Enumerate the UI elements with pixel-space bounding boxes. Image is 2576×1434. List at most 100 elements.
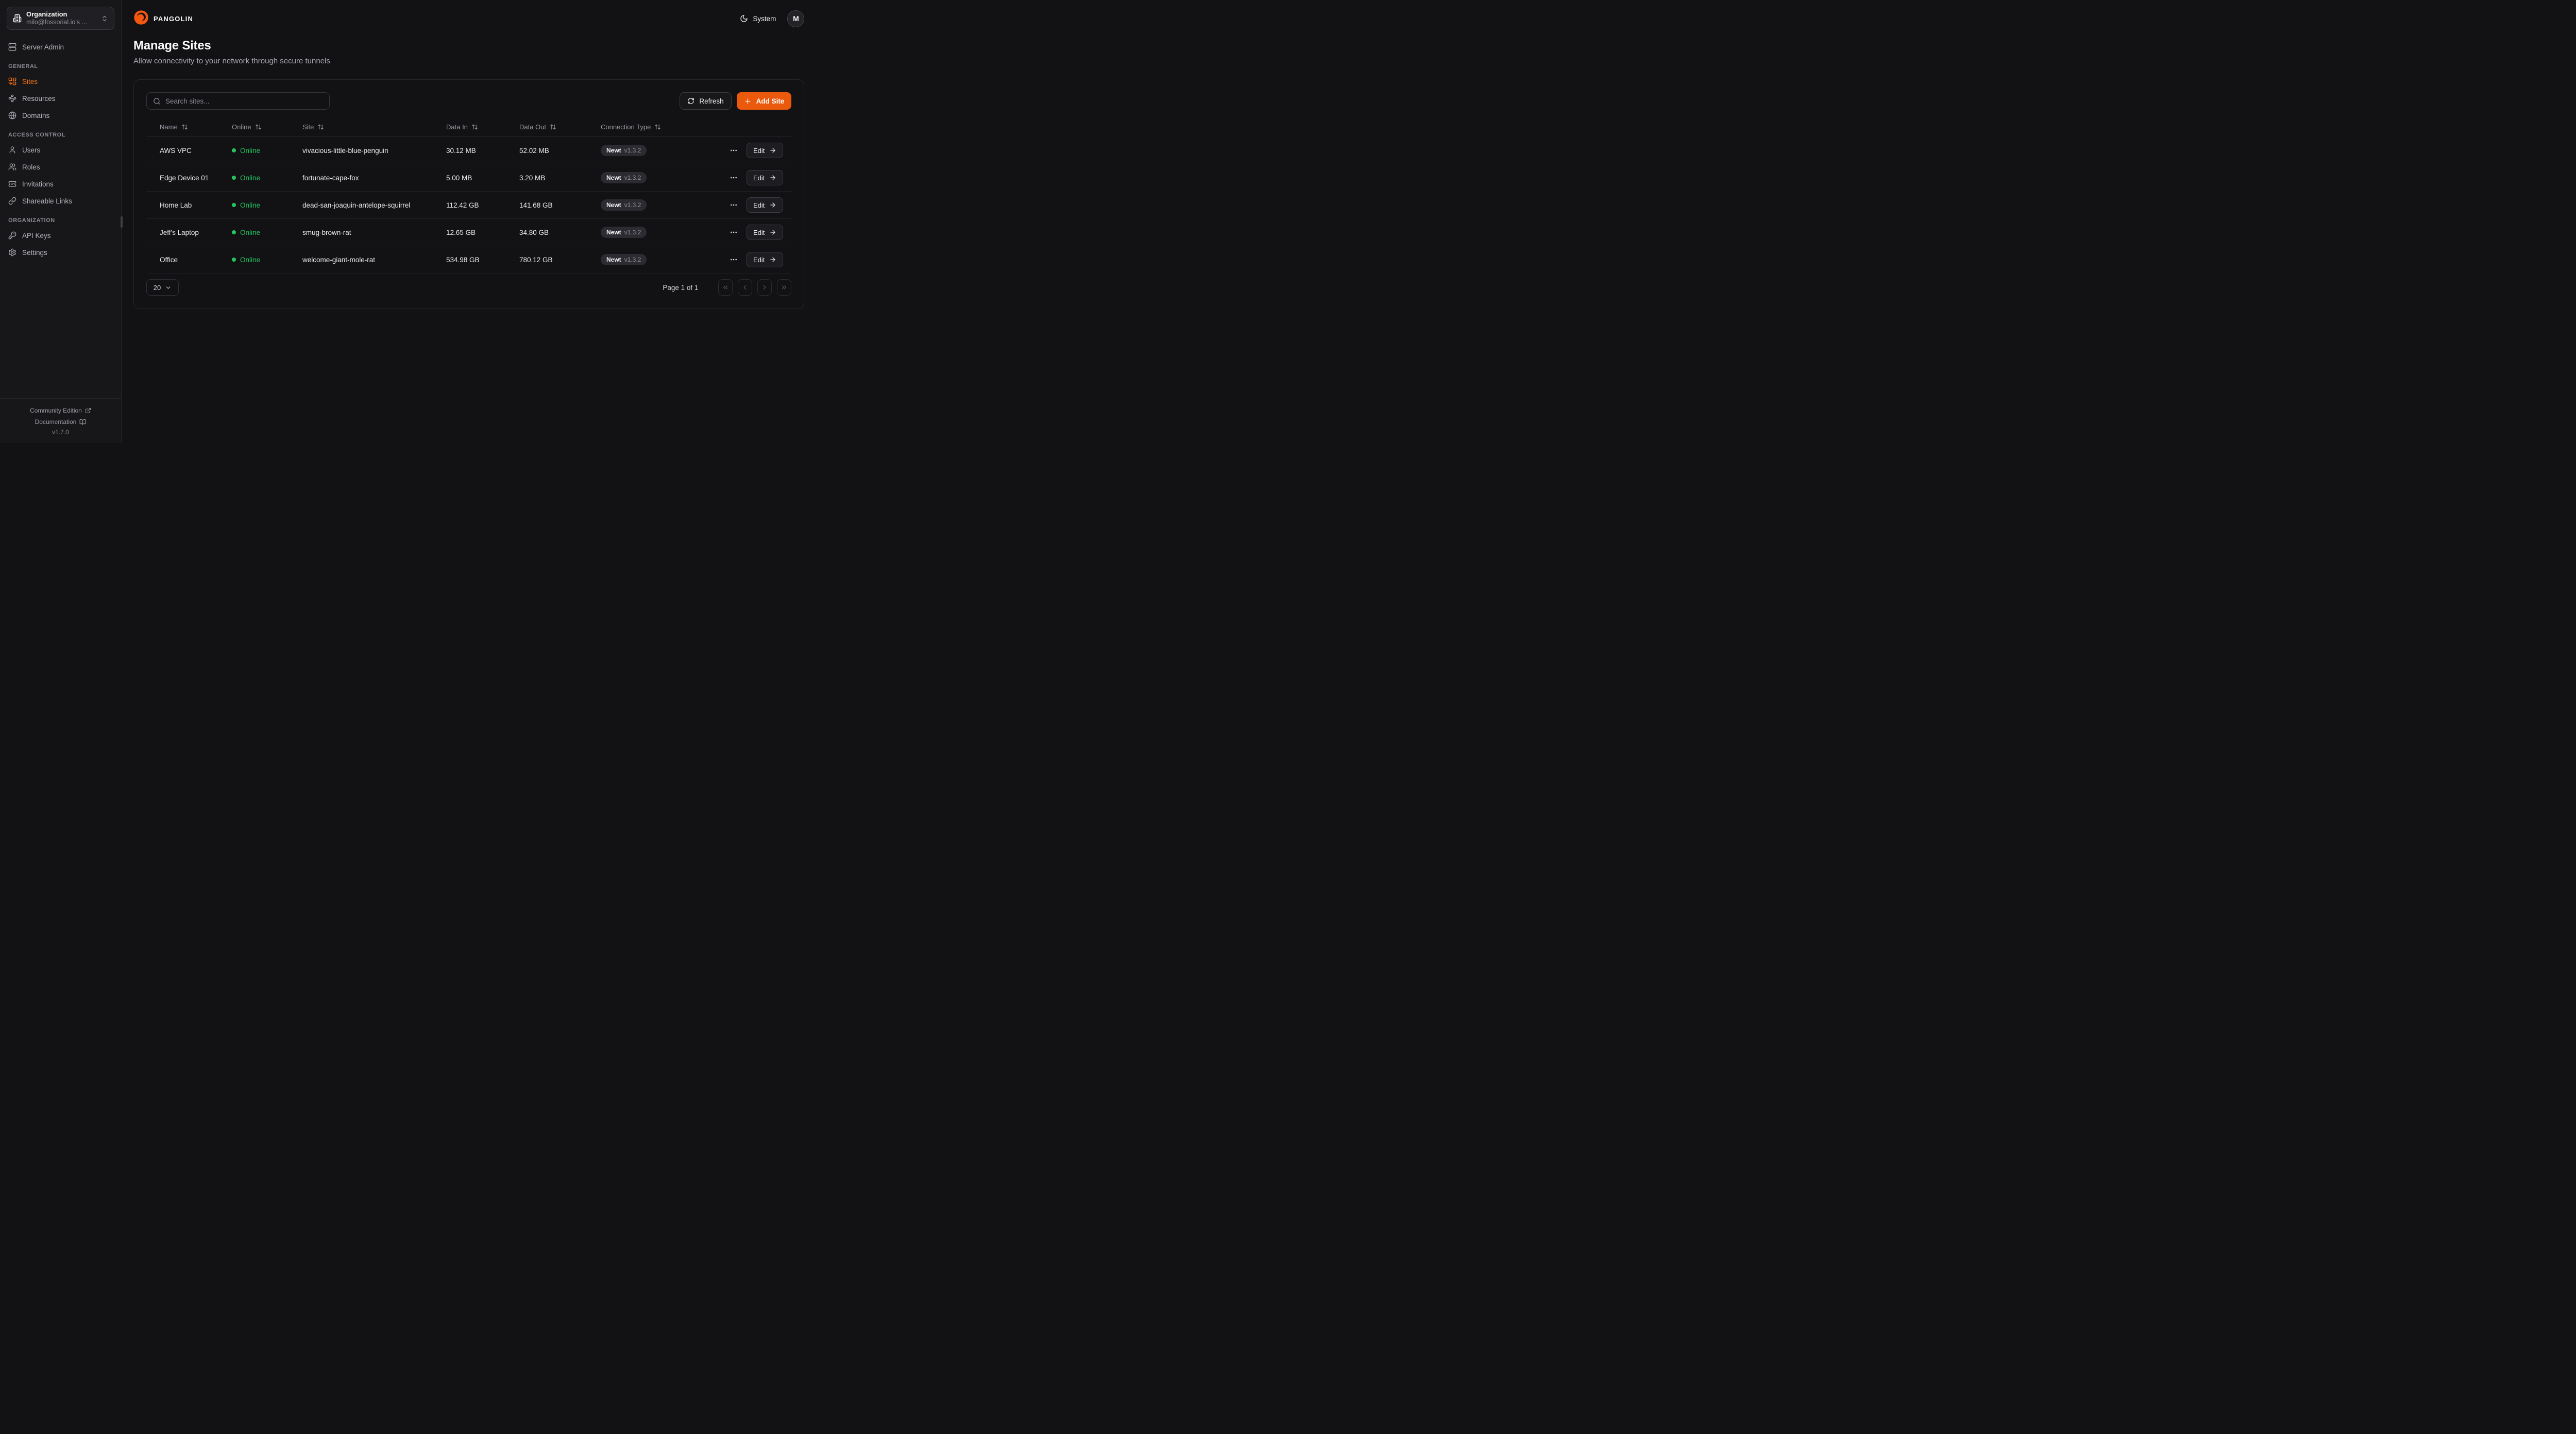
cell-online-status: Online: [227, 229, 297, 236]
connection-name: Newt: [606, 256, 621, 263]
add-site-button[interactable]: Add Site: [736, 92, 792, 110]
theme-toggle-label: System: [753, 14, 776, 23]
row-menu-button[interactable]: [730, 255, 738, 264]
gear-icon: [8, 248, 16, 257]
first-page-button[interactable]: [718, 279, 733, 296]
cell-actions: Edit: [724, 225, 784, 240]
row-menu-button[interactable]: [730, 228, 738, 236]
sidebar-item-api-keys[interactable]: API Keys: [8, 228, 115, 243]
column-header-connection-type[interactable]: Connection Type: [596, 123, 724, 131]
sidebar-item-server-admin[interactable]: Server Admin: [8, 39, 115, 55]
edit-button[interactable]: Edit: [747, 143, 784, 158]
sites-combine-icon: [8, 77, 16, 86]
row-menu-button[interactable]: [730, 174, 738, 182]
cell-site: vivacious-little-blue-penguin: [302, 146, 388, 155]
arrow-up-down-icon: [471, 124, 478, 130]
sidebar-item-label: Invitations: [22, 180, 54, 188]
row-menu-button[interactable]: [730, 201, 738, 209]
sidebar-section-access-control: ACCESS CONTROL: [8, 132, 65, 138]
sidebar-item-domains[interactable]: Domains: [8, 108, 115, 123]
last-page-button[interactable]: [777, 279, 792, 296]
documentation-label: Documentation: [35, 418, 77, 425]
cell-site: smug-brown-rat: [302, 228, 351, 236]
sidebar-item-shareable-links[interactable]: Shareable Links: [8, 193, 115, 209]
cell-connection-type: Newt v1.3.2: [596, 254, 724, 265]
column-header-site[interactable]: Site: [297, 123, 441, 131]
moon-icon: [740, 14, 748, 23]
sidebar-item-label: API Keys: [22, 231, 51, 240]
online-status-label: Online: [240, 201, 261, 209]
sidebar-item-sites[interactable]: Sites: [8, 74, 115, 89]
column-header-online[interactable]: Online: [227, 123, 297, 131]
connection-name: Newt: [606, 201, 621, 209]
link-icon: [8, 197, 16, 205]
refresh-icon: [687, 97, 694, 105]
theme-toggle[interactable]: System: [740, 14, 776, 23]
cell-data-out: 52.02 MB: [519, 146, 549, 155]
column-header-data-out[interactable]: Data Out: [514, 123, 596, 131]
connection-name: Newt: [606, 229, 621, 236]
cell-data-out: 141.68 GB: [519, 201, 553, 209]
previous-page-button[interactable]: [738, 279, 753, 296]
arrow-right-icon: [769, 147, 776, 154]
arrow-up-down-icon: [550, 124, 556, 130]
column-header-data-in[interactable]: Data In: [441, 123, 514, 131]
online-status-dot: [232, 203, 236, 207]
sidebar-item-users[interactable]: Users: [8, 142, 115, 158]
search-icon: [153, 97, 161, 105]
edit-button-label: Edit: [753, 201, 765, 209]
arrow-right-icon: [769, 201, 776, 209]
sidebar-item-label: Users: [22, 146, 41, 154]
cell-connection-type: Newt v1.3.2: [596, 145, 724, 156]
chevron-right-icon: [761, 284, 768, 291]
edit-button[interactable]: Edit: [747, 197, 784, 213]
sidebar-item-label: Roles: [22, 163, 40, 171]
sidebar-item-label: Shareable Links: [22, 197, 72, 205]
sidebar-item-label: Sites: [22, 77, 38, 86]
arrow-right-icon: [769, 256, 776, 263]
page-size-select[interactable]: 20: [146, 279, 179, 296]
org-selector-value: milo@fossorial.io's ...: [26, 18, 87, 26]
online-status-dot: [232, 176, 236, 180]
cell-actions: Edit: [724, 170, 784, 185]
edit-button[interactable]: Edit: [747, 225, 784, 240]
key-icon: [8, 231, 16, 240]
cell-data-in: 30.12 MB: [446, 146, 476, 155]
connection-type-badge: Newt v1.3.2: [601, 254, 647, 265]
cell-name: Office: [160, 255, 178, 264]
connection-type-badge: Newt v1.3.2: [601, 199, 647, 211]
user-avatar[interactable]: M: [787, 10, 805, 27]
book-open-icon: [79, 419, 86, 425]
brand[interactable]: PANGOLIN: [133, 10, 193, 28]
refresh-button-label: Refresh: [699, 97, 724, 105]
chevron-down-icon: [165, 284, 172, 291]
sidebar-item-resources[interactable]: Resources: [8, 91, 115, 106]
sidebar-item-invitations[interactable]: Invitations: [8, 176, 115, 192]
sidebar-resize-handle[interactable]: [121, 216, 123, 228]
edit-button[interactable]: Edit: [747, 252, 784, 267]
chevrons-right-icon: [781, 284, 788, 291]
chevrons-left-icon: [722, 284, 729, 291]
community-edition-link[interactable]: Community Edition: [5, 405, 116, 416]
sidebar-item-settings[interactable]: Settings: [8, 245, 115, 260]
connection-version: v1.3.2: [624, 201, 641, 209]
edit-button[interactable]: Edit: [747, 170, 784, 185]
cell-data-out: 3.20 MB: [519, 174, 546, 182]
connection-version: v1.3.2: [624, 174, 641, 181]
refresh-button[interactable]: Refresh: [680, 92, 732, 110]
card-footer: 20 Page 1 of 1: [146, 279, 792, 296]
cell-connection-type: Newt v1.3.2: [596, 172, 724, 183]
row-menu-button[interactable]: [730, 146, 738, 155]
next-page-button[interactable]: [757, 279, 772, 296]
cell-name: Home Lab: [160, 201, 192, 209]
external-link-icon: [85, 407, 91, 414]
sidebar-item-roles[interactable]: Roles: [8, 159, 115, 175]
connection-version: v1.3.2: [624, 229, 641, 236]
column-header-name[interactable]: Name: [155, 123, 227, 131]
documentation-link[interactable]: Documentation: [5, 416, 116, 428]
search-input[interactable]: [165, 97, 323, 105]
page-subtitle: Allow connectivity to your network throu…: [133, 57, 330, 65]
org-selector[interactable]: Organization milo@fossorial.io's ...: [7, 7, 114, 30]
column-header-label: Data In: [446, 123, 468, 131]
globe-icon: [8, 111, 16, 120]
